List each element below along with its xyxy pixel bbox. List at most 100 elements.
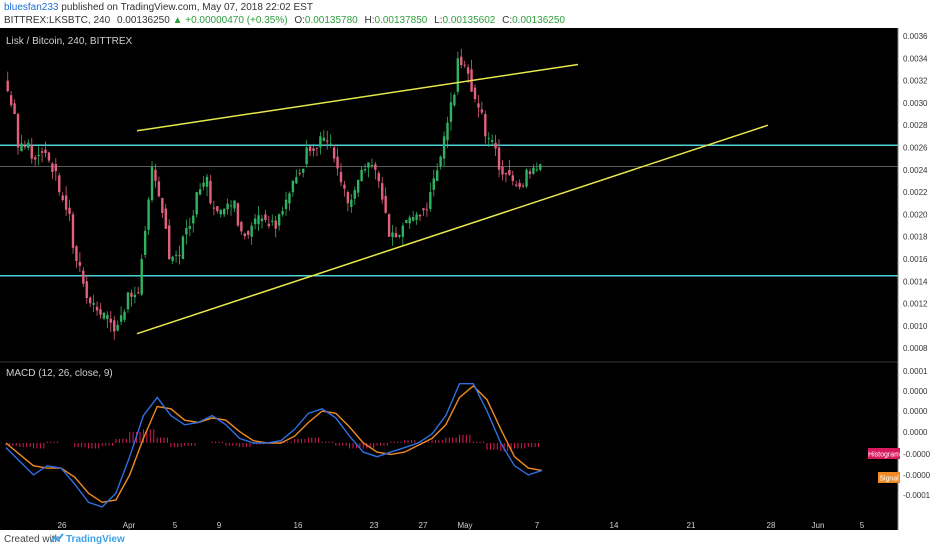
- high-label: H:: [364, 15, 375, 26]
- candle-body: [44, 149, 47, 154]
- candle-body: [343, 184, 346, 189]
- candle-body: [181, 236, 185, 259]
- candle-body: [92, 303, 95, 305]
- candle-body: [195, 192, 198, 215]
- candle-body: [126, 292, 130, 310]
- candle-body: [356, 180, 360, 193]
- candle-body: [109, 318, 112, 323]
- candle-body: [75, 246, 78, 261]
- candle-body: [130, 292, 133, 297]
- candle-body: [47, 152, 51, 161]
- trend-lines: [136, 63, 769, 335]
- time-tick-label: Apr: [123, 521, 136, 530]
- candle-body: [150, 166, 154, 201]
- candle-body: [326, 140, 329, 142]
- price-tick-label: 0.0024: [903, 166, 928, 175]
- candle-body: [71, 214, 75, 248]
- candle-body: [353, 190, 356, 199]
- candle-body: [322, 137, 326, 141]
- time-tick-label: 26: [58, 521, 67, 530]
- candle-body: [147, 199, 150, 230]
- candle-body: [387, 214, 391, 237]
- candle-body: [284, 199, 288, 209]
- macd-label-bg: [868, 448, 900, 459]
- candle-body: [401, 225, 405, 237]
- time-axis[interactable]: [0, 520, 898, 530]
- candle-body: [247, 231, 250, 235]
- candle-body: [137, 292, 140, 294]
- candle-body: [78, 261, 82, 266]
- candle-body: [260, 218, 264, 222]
- candle-body: [88, 297, 92, 304]
- candle-body: [374, 164, 377, 170]
- candle-body: [360, 169, 363, 181]
- candle-body: [37, 155, 40, 157]
- macd-title: MACD (12, 26, close, 9): [6, 368, 113, 379]
- candle-body: [370, 164, 374, 166]
- macd-tick-label: 0.0000: [903, 387, 928, 396]
- candle-body: [198, 189, 202, 195]
- chart-svg[interactable]: Lisk / Bitcoin, 240, BITTREX MACD (12, 2…: [0, 28, 932, 530]
- candle-body: [422, 208, 425, 211]
- candle-body: [405, 219, 408, 223]
- candle-body: [525, 169, 528, 187]
- price-tick-label: 0.0016: [903, 255, 928, 264]
- candle-body: [329, 143, 332, 146]
- candle-body: [490, 140, 494, 142]
- price-tick-label: 0.0026: [903, 143, 928, 152]
- time-tick-label: 23: [370, 521, 379, 530]
- candle-body: [20, 143, 23, 152]
- candle-body: [205, 176, 209, 187]
- candle-body: [9, 95, 13, 106]
- candle-body: [257, 215, 260, 225]
- candle-body: [168, 225, 171, 259]
- macd-tick-label: -0.0001: [903, 491, 931, 500]
- time-tick-label: 16: [294, 521, 303, 530]
- price-pane[interactable]: [0, 28, 898, 362]
- candle-body: [398, 234, 401, 237]
- author-link[interactable]: bluesfan233: [4, 2, 59, 13]
- candle-body: [281, 210, 284, 215]
- candle-body: [185, 228, 188, 235]
- candle-body: [484, 114, 487, 137]
- candle-body: [267, 223, 271, 227]
- price-tick-label: 0.0008: [903, 344, 928, 353]
- tradingview-brand-link[interactable]: TradingView: [66, 534, 125, 545]
- chart-area[interactable]: Lisk / Bitcoin, 240, BITTREX MACD (12, 2…: [0, 28, 932, 530]
- candle-body: [528, 171, 532, 175]
- candle-body: [113, 320, 116, 332]
- close-label: C:: [502, 15, 513, 26]
- time-tick-label: 28: [767, 521, 776, 530]
- candle-body: [188, 226, 192, 229]
- horizontal-levels: [0, 144, 898, 277]
- candle-body: [418, 214, 422, 217]
- time-tick-label: 21: [687, 521, 696, 530]
- macd-signal-line: [5, 385, 543, 504]
- candle-body: [312, 148, 315, 151]
- candle-body: [391, 232, 394, 238]
- candle-body: [82, 270, 85, 284]
- open-label: O:: [294, 15, 305, 26]
- price-tick-label: 0.0014: [903, 277, 928, 286]
- candle-body: [174, 254, 178, 256]
- candle-body: [298, 172, 301, 174]
- candle-body: [466, 67, 470, 74]
- candle-body: [51, 163, 54, 172]
- candle-body: [253, 218, 257, 225]
- candle-body: [233, 200, 236, 209]
- candle-body: [123, 311, 126, 320]
- time-tick-label: 14: [610, 521, 619, 530]
- close-value: 0.00136250: [512, 15, 565, 26]
- candle-body: [480, 109, 484, 113]
- price-axis[interactable]: [898, 28, 932, 530]
- macd-label-text: Signal: [879, 476, 899, 483]
- candle-body: [119, 315, 123, 322]
- candle-body: [34, 157, 37, 160]
- symbol-label: BITTREX:LKSBTC, 240: [4, 15, 111, 26]
- price-tick-label: 0.0012: [903, 300, 928, 309]
- candle-body: [219, 210, 222, 215]
- time-tick-labels: 26 Apr 5 9 16 23 27 May 7 14 21 28 Jun 5: [58, 521, 865, 530]
- candle-body: [415, 214, 418, 220]
- candle-body: [140, 258, 143, 295]
- candle-body: [429, 192, 432, 209]
